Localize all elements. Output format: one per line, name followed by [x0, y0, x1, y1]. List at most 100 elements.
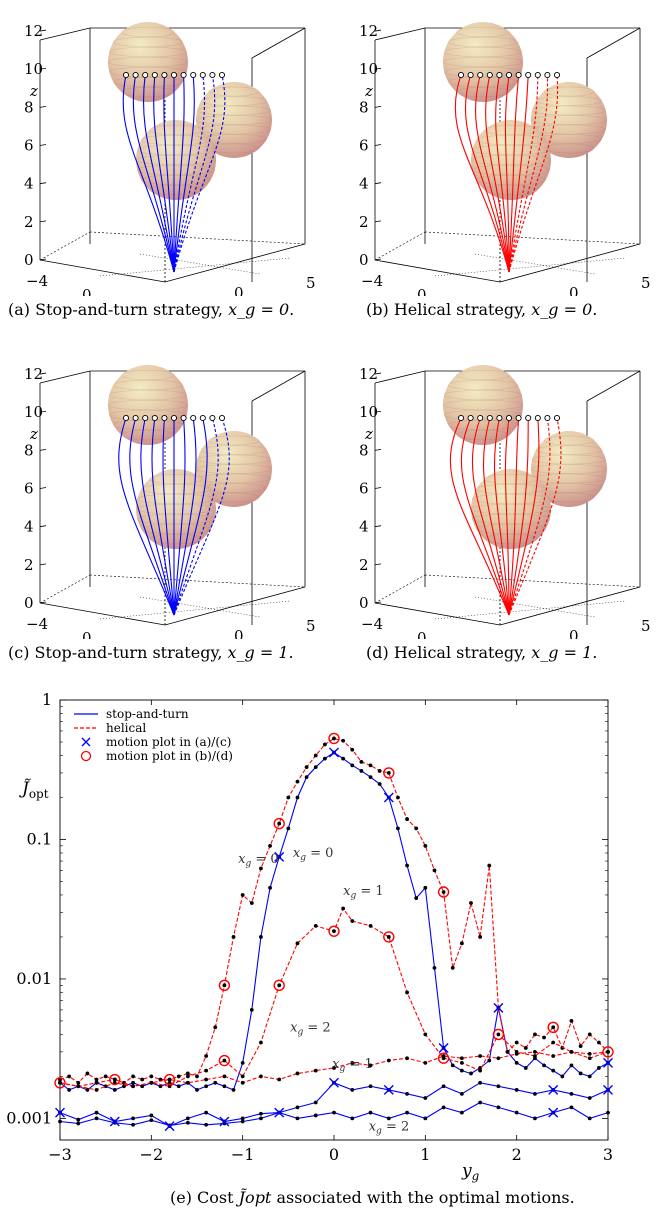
series-point	[496, 1056, 501, 1061]
sphere-grid	[107, 399, 189, 411]
sphere-grid	[149, 184, 203, 196]
y-axis-label: y	[602, 635, 612, 639]
series-point	[204, 1068, 209, 1073]
series-point	[396, 795, 400, 800]
y-tick-label: 0.1	[27, 829, 52, 848]
series-point	[542, 1063, 546, 1068]
y-tick-label: 0	[569, 284, 579, 296]
goal-point	[161, 414, 168, 422]
floor-grid	[139, 596, 261, 618]
x-tick-label: −4	[26, 615, 48, 633]
series-point	[176, 1074, 181, 1079]
caption-d-math: x_g = 1.	[531, 643, 598, 662]
goal-point	[209, 71, 216, 79]
y-tick-label: 0.01	[16, 969, 52, 988]
sphere-grid	[543, 435, 595, 446]
sphere-grid	[149, 124, 203, 136]
series-point	[386, 935, 391, 939]
series-point	[259, 1040, 263, 1045]
goal-point	[209, 414, 216, 422]
goal-point	[190, 71, 197, 79]
series-point	[350, 747, 355, 752]
series-point	[259, 935, 263, 939]
sphere-grid	[141, 523, 211, 535]
x-tick-label: −3	[48, 1145, 72, 1164]
series-point	[386, 1116, 391, 1121]
series-point	[405, 1110, 409, 1115]
sphere-grid	[531, 454, 607, 465]
o-marker	[328, 925, 340, 937]
series-point	[332, 1066, 336, 1070]
legend-label: motion plot in (a)/(c)	[106, 735, 231, 749]
series-point	[496, 1105, 501, 1110]
x-tick-label: 0	[82, 286, 92, 296]
series-point	[505, 1049, 510, 1054]
z-tick	[374, 525, 382, 528]
series-point	[368, 775, 373, 780]
sphere-grid	[443, 46, 523, 58]
goal-point	[486, 71, 493, 79]
goal-point	[132, 71, 139, 79]
series-point	[569, 1105, 574, 1110]
series-point	[295, 779, 300, 784]
sphere-grid	[141, 483, 211, 495]
caption-a-text: (a) Stop-and-turn strategy,	[8, 300, 229, 319]
obstacle-sphere	[471, 469, 551, 549]
y-axis-label: y	[267, 635, 277, 639]
floor-grid	[99, 257, 291, 277]
floor-edge	[39, 243, 306, 283]
annotation-label: xg = 0	[293, 846, 334, 863]
goal-point	[457, 71, 465, 79]
sphere-grid	[442, 56, 524, 68]
z-tick	[39, 29, 47, 32]
series-point	[313, 924, 318, 928]
series-point	[514, 1052, 519, 1056]
series-point	[204, 1122, 209, 1127]
y-tick-label: 1	[42, 690, 52, 709]
series-point	[533, 1116, 537, 1121]
o-marker	[383, 931, 395, 943]
box-edge	[374, 27, 426, 41]
series-point	[341, 756, 346, 761]
series-point	[560, 1046, 565, 1050]
sphere-grid	[484, 124, 538, 136]
trajectory-line	[173, 417, 186, 616]
goal-point	[477, 71, 484, 79]
series-point	[478, 935, 483, 939]
series-point	[313, 765, 318, 770]
sphere-grid	[113, 379, 183, 391]
series-point	[533, 1032, 537, 1037]
caption-e-suffix: associated with the optimal motions.	[271, 1188, 575, 1207]
z-tick	[39, 410, 47, 413]
series-point	[432, 868, 437, 873]
x-marker	[274, 1107, 285, 1118]
sphere-grid	[136, 164, 216, 176]
z-axis-label: z	[364, 82, 373, 100]
sphere-grid	[543, 86, 595, 97]
series-point	[231, 1088, 236, 1092]
series-point	[551, 1068, 556, 1073]
series-point	[149, 1080, 154, 1085]
series-line	[59, 1082, 609, 1127]
z-tick-label: 10	[24, 60, 43, 78]
goal-point	[553, 414, 561, 422]
series-point	[249, 901, 254, 905]
box-edge	[251, 370, 306, 402]
series-point	[496, 1032, 501, 1037]
sphere-grid	[108, 409, 188, 421]
cost-plot-svg: −3 −2 −1 0 1 2 3 0.001 0.01 0.1 1 yg J̃opt xg = 0 xg =…	[6, 690, 614, 1183]
series-point	[240, 1080, 245, 1085]
z-tick-label: 2	[359, 556, 369, 574]
x-marker	[438, 1042, 449, 1053]
series-line	[59, 751, 609, 1091]
series-point	[569, 1063, 574, 1068]
z-tick	[374, 105, 382, 108]
floor-grid	[374, 231, 426, 261]
series-point	[58, 1080, 62, 1085]
series-point	[450, 965, 455, 970]
series-point	[359, 769, 364, 773]
goal-point	[151, 71, 158, 79]
y-tick-label: 0	[569, 627, 579, 639]
z-tick-label: 6	[24, 480, 34, 498]
